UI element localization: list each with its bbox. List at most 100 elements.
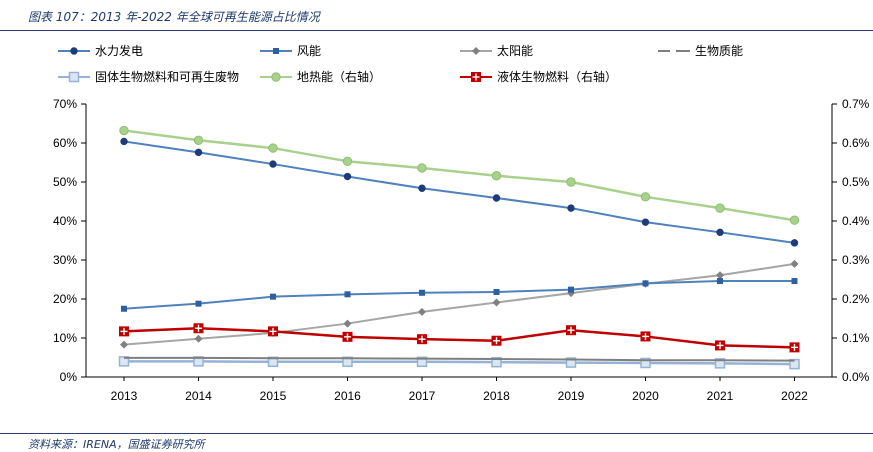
legend-item-4: 固体生物燃料和可再生废物	[58, 69, 239, 84]
data-point	[492, 194, 501, 202]
data-point	[342, 331, 353, 342]
y-right-tick-label: 0.4%	[842, 214, 870, 228]
data-point	[343, 172, 352, 181]
data-point	[642, 280, 649, 287]
data-point	[789, 215, 800, 225]
data-point	[269, 160, 277, 168]
data-point	[417, 163, 427, 173]
data-point	[568, 286, 574, 293]
legend-label: 太阳能	[497, 43, 533, 58]
data-point	[640, 357, 651, 369]
data-point	[344, 291, 351, 298]
x-tick-label: 2020	[632, 389, 659, 403]
data-point	[119, 326, 129, 337]
legend-item-2: 太阳能	[460, 43, 533, 58]
data-point	[268, 326, 278, 337]
series-3	[124, 356, 795, 362]
data-point	[416, 356, 428, 368]
y-right-tick-label: 0.0%	[842, 370, 870, 384]
data-point	[492, 298, 501, 307]
axes: 0% 10% 20% 30% 40% 50% 60% 70% 0.0% 0.1% 0.2% 0.3% 0…	[53, 97, 870, 403]
x-tick-label: 2019	[558, 389, 585, 403]
legend-label: 水力发电	[95, 43, 143, 58]
x-tick-label: 2015	[260, 389, 287, 403]
series-0	[120, 137, 799, 247]
data-point	[640, 192, 651, 202]
y-right-tick-label: 0.7%	[842, 97, 870, 111]
data-point	[417, 334, 427, 345]
legend-label: 风能	[297, 44, 321, 58]
x-tick-label: 2022	[781, 389, 808, 403]
x-tick-label: 2017	[409, 389, 436, 403]
y-left-tick-label: 60%	[53, 136, 77, 150]
data-point	[194, 148, 203, 157]
y-right-tick-label: 0.2%	[842, 292, 870, 306]
y-right-tick-label: 0.5%	[842, 175, 870, 189]
data-point	[342, 156, 353, 167]
legend-item-3: 生物质能	[658, 44, 743, 58]
data-point	[119, 125, 129, 136]
series-layer	[118, 125, 800, 370]
legend-item-6: 液体生物燃料（右轴）	[460, 69, 617, 84]
data-point	[493, 288, 500, 295]
series-line-6	[123, 327, 795, 349]
series-6	[119, 323, 800, 353]
data-point	[789, 342, 800, 353]
series-5	[119, 125, 800, 225]
data-point	[419, 289, 425, 296]
data-point	[491, 335, 502, 346]
legend-item-0: 水力发电	[58, 43, 143, 58]
series-line-3	[124, 356, 795, 362]
data-point	[567, 204, 575, 212]
top-rule	[0, 30, 873, 31]
figure-title: 图表 107：2013 年-2022 年全球可再生能源占比情况	[28, 10, 320, 24]
data-point	[120, 137, 128, 146]
x-tick-label: 2021	[707, 389, 734, 403]
data-point	[120, 340, 128, 349]
y-left-tick-label: 70%	[53, 97, 77, 111]
legend-label: 地热能（右轴）	[297, 69, 381, 84]
legend-item-1: 风能	[260, 44, 321, 58]
data-point	[121, 305, 127, 312]
series-line-5	[123, 129, 795, 222]
data-point	[566, 325, 576, 336]
data-point	[193, 323, 204, 334]
y-left-tick-label: 20%	[53, 292, 77, 306]
series-line-0	[123, 140, 795, 244]
data-point	[195, 300, 202, 307]
legend-item-5: 地热能（右轴）	[260, 69, 381, 84]
x-tick-label: 2014	[185, 389, 212, 403]
y-left-tick-label: 30%	[53, 253, 77, 267]
bottom-rule	[0, 433, 873, 434]
data-point	[194, 334, 203, 343]
y-right-tick-label: 0.6%	[842, 136, 870, 150]
data-point	[268, 143, 278, 153]
data-point	[270, 293, 276, 300]
x-tick-label: 2016	[334, 389, 361, 403]
legend-label: 液体生物燃料（右轴）	[497, 69, 617, 84]
series-4	[118, 356, 800, 370]
data-point	[640, 331, 651, 342]
legend-label: 固体生物燃料和可再生废物	[95, 69, 239, 84]
series-line-2	[123, 262, 795, 346]
data-point	[714, 358, 726, 369]
legend-marker	[472, 47, 480, 55]
y-left-tick-label: 10%	[53, 331, 77, 345]
y-left-tick-label: 0%	[60, 370, 78, 384]
series-1	[121, 278, 798, 312]
data-point	[790, 239, 799, 247]
data-point	[716, 271, 724, 280]
legend-marker	[471, 72, 481, 82]
data-point	[715, 203, 725, 213]
data-point	[565, 357, 577, 368]
legend-marker	[271, 72, 281, 82]
line-chart: 0% 10% 20% 30% 40% 50% 60% 70% 0.0% 0.1% 0.2% 0.3% 0…	[53, 43, 870, 403]
data-point	[790, 259, 799, 268]
legend-label: 生物质能	[695, 44, 743, 58]
data-point	[418, 307, 426, 316]
source-note: 资料来源：IRENA，国盛证券研究所	[28, 438, 205, 451]
series-2	[120, 259, 799, 349]
y-left-tick-label: 50%	[53, 175, 77, 189]
data-point	[791, 278, 798, 285]
